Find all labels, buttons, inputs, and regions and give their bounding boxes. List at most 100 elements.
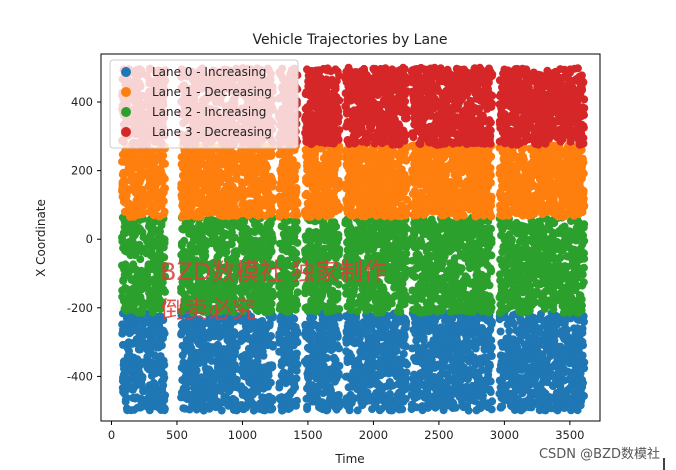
scatter-point xyxy=(232,342,241,351)
series-lane-0 xyxy=(118,309,589,415)
scatter-point xyxy=(303,405,312,413)
scatter-point xyxy=(199,358,208,367)
scatter-point xyxy=(292,359,301,368)
scatter-point xyxy=(335,361,344,370)
scatter-point xyxy=(334,371,343,380)
scatter-point xyxy=(486,296,495,305)
scatter-point xyxy=(160,239,169,247)
scatter-point xyxy=(138,308,147,317)
scatter-point xyxy=(334,234,343,243)
scatter-point xyxy=(487,267,495,276)
scatter-point xyxy=(136,255,145,264)
scatter-point xyxy=(411,272,419,281)
scatter-point xyxy=(268,394,277,403)
scatter-point xyxy=(487,405,496,414)
scatter-point xyxy=(267,332,275,340)
scatter-point xyxy=(398,405,407,414)
scatter-point xyxy=(485,281,494,290)
scatter-point xyxy=(486,388,495,396)
scatter-point xyxy=(161,287,169,296)
scatter-point xyxy=(268,404,277,413)
scatter-point xyxy=(292,374,301,383)
scatter-point xyxy=(160,373,169,382)
scatter-point xyxy=(159,316,168,324)
scatter-point xyxy=(217,406,226,415)
scatter-point xyxy=(290,314,299,323)
scatter-point xyxy=(396,308,405,316)
scatter-point xyxy=(268,237,277,246)
scatter-point xyxy=(253,357,262,365)
scatter-point xyxy=(485,360,494,369)
scatter-point xyxy=(232,375,241,384)
scatter-point xyxy=(291,383,300,392)
scatter-point xyxy=(157,341,166,350)
scatter-point xyxy=(293,238,302,247)
scatter-point xyxy=(159,381,168,390)
scatter-point xyxy=(401,374,410,383)
scatter-point xyxy=(578,337,587,346)
scatter-point xyxy=(230,351,239,360)
scatter-point xyxy=(267,299,276,308)
scatter-point xyxy=(332,222,341,231)
scatter-point xyxy=(464,406,473,415)
scatter-point xyxy=(487,224,495,233)
scatter-point xyxy=(579,379,587,387)
scatter-point xyxy=(487,352,496,360)
scatter-point xyxy=(556,254,565,263)
scatter-point xyxy=(457,264,466,273)
scatter-point xyxy=(275,383,284,392)
scatter-point xyxy=(253,387,262,396)
scatter-point xyxy=(487,343,496,352)
scatter-point xyxy=(487,316,495,325)
scatter-point xyxy=(400,331,409,339)
scatter-point xyxy=(507,237,516,246)
scatter-point xyxy=(266,378,275,387)
scatter-point xyxy=(487,336,496,345)
scatter-point xyxy=(578,351,587,360)
scatter-point xyxy=(160,360,169,369)
scatter-point xyxy=(410,229,419,238)
scatter-point xyxy=(259,351,268,360)
scatter-point xyxy=(335,305,344,313)
scatter-point xyxy=(268,340,277,349)
scatter-point xyxy=(438,306,447,315)
scatter-point xyxy=(268,363,277,372)
scatter-point xyxy=(403,360,412,369)
scatter-point xyxy=(578,328,587,337)
scatter-point xyxy=(332,329,341,338)
scatter-point xyxy=(138,374,147,383)
scatter-point xyxy=(160,396,169,404)
scatter-point xyxy=(505,326,514,335)
scatter-point xyxy=(496,327,505,336)
scatter-point xyxy=(335,344,343,353)
scatter-point xyxy=(399,349,408,358)
scatter-point xyxy=(580,364,589,373)
scatter-point xyxy=(293,225,302,234)
scatter-point xyxy=(230,328,239,337)
scatter-point xyxy=(160,329,169,338)
scatter-point xyxy=(292,396,301,405)
scatter-point xyxy=(579,392,587,401)
scatter-point xyxy=(487,251,496,260)
scatter-point xyxy=(387,299,396,308)
scatter-point xyxy=(292,349,301,358)
scatter-point xyxy=(293,300,302,309)
scatter-point xyxy=(293,288,302,297)
scatter-point xyxy=(487,238,496,247)
scatter-point xyxy=(122,393,131,402)
scatter-point xyxy=(293,338,302,347)
scatter-point xyxy=(160,404,169,413)
scatter-point xyxy=(192,366,201,375)
scatter-point xyxy=(392,346,401,355)
scatter-point xyxy=(292,366,301,375)
scatter-point xyxy=(402,224,411,233)
scatter-point xyxy=(576,401,585,410)
scatter-point xyxy=(333,289,342,298)
scatter-point xyxy=(488,397,497,406)
scatter-point xyxy=(222,248,231,256)
scatter-point xyxy=(402,320,410,329)
scatter-point xyxy=(293,329,302,338)
scatter-point xyxy=(486,377,495,386)
scatter-point xyxy=(292,249,301,258)
